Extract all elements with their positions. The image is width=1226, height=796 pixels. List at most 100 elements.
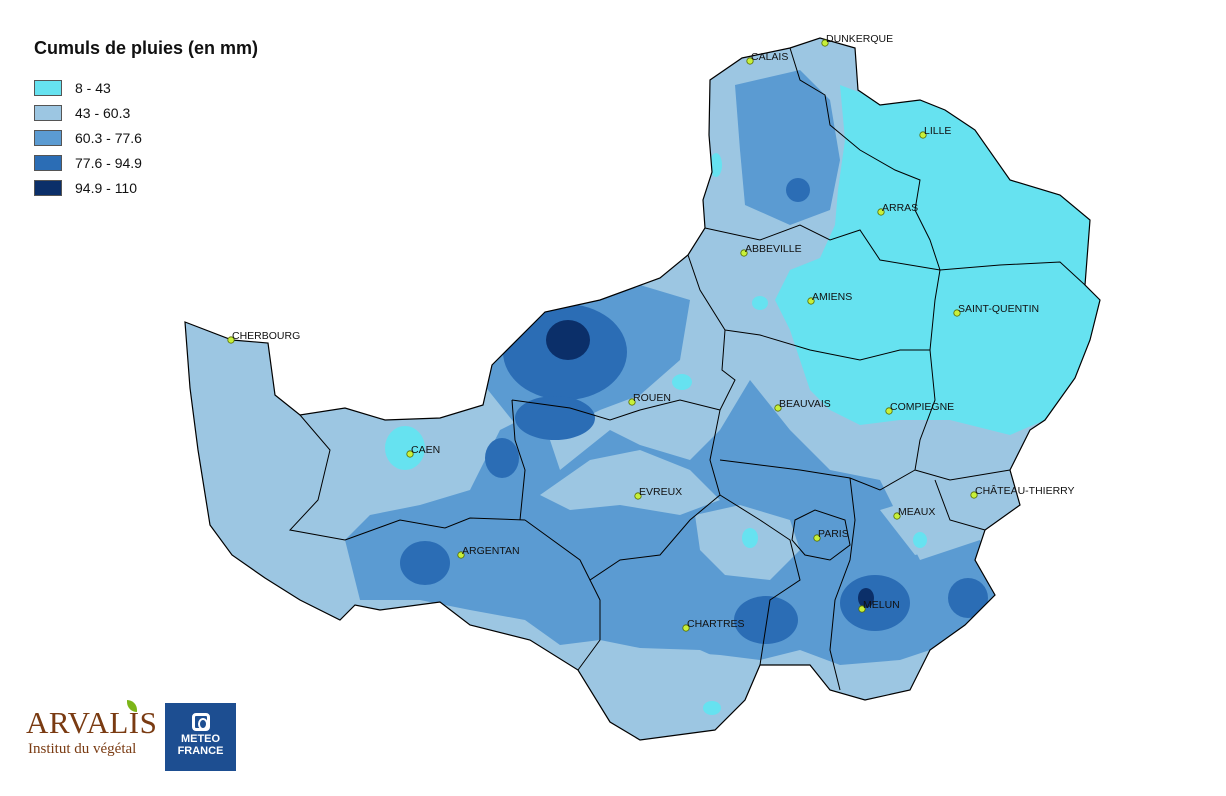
city-dunkerque: DUNKERQUE	[821, 33, 893, 47]
legend-swatch	[34, 129, 62, 146]
city-amiens: AMIENS	[807, 291, 852, 305]
city-marker	[970, 491, 978, 499]
city-marker	[807, 297, 815, 305]
city-evreux: EVREUX	[634, 486, 682, 500]
city-label: EVREUX	[639, 486, 682, 498]
city-marker	[227, 336, 235, 344]
city-marker	[877, 208, 885, 216]
border-calvados-eure	[511, 399, 526, 521]
border-pas-de-calais-nord	[789, 47, 941, 271]
city-arras: ARRAS	[877, 202, 918, 216]
city-rouen: ROUEN	[628, 392, 671, 406]
city-label: MEAUX	[898, 506, 935, 518]
city-label: ARGENTAN	[462, 545, 520, 557]
legend-swatch	[34, 154, 62, 171]
border-somme-oise	[724, 269, 941, 361]
legend-label: 43 - 60.3	[75, 104, 131, 121]
leaf-icon	[127, 700, 137, 712]
city-calais: CALAIS	[746, 51, 788, 65]
city-label: MELUN	[863, 599, 900, 611]
city-label: AMIENS	[812, 291, 852, 303]
zone-60-77-north	[735, 70, 840, 225]
legend: Cumuls de pluies (en mm) 8 - 43 43 - 60.…	[34, 38, 258, 200]
city-marker	[813, 534, 821, 542]
city-argentan: ARGENTAN	[457, 545, 520, 559]
zone-43-60-south-east	[840, 665, 920, 700]
zone-8-43-meaux	[913, 532, 927, 548]
legend-item: 60.3 - 77.6	[34, 125, 258, 150]
border-somme-pas-de-calais	[704, 224, 1086, 286]
legend-swatch	[34, 79, 62, 96]
city-chateau-thierry: CHÂTEAU-THIERRY	[970, 484, 1075, 499]
legend-item: 43 - 60.3	[34, 100, 258, 125]
city-marker	[740, 249, 748, 257]
arvalis-logo: ARVALIS Institut du végétal	[26, 700, 157, 766]
city-label: CALAIS	[751, 51, 788, 63]
city-label: COMPIEGNE	[890, 401, 954, 413]
city-marker	[634, 492, 642, 500]
zone-8-43-calais	[710, 153, 722, 177]
department-borders	[184, 37, 1101, 741]
border-oise-south	[719, 459, 916, 491]
city-marker	[893, 512, 901, 520]
border-eure-seine-maritime	[511, 399, 721, 421]
legend-label: 60.3 - 77.6	[75, 129, 142, 146]
city-abbeville: ABBEVILLE	[740, 243, 802, 257]
legend-item: 77.6 - 94.9	[34, 150, 258, 175]
legend-item: 8 - 43	[34, 75, 258, 100]
city-saint-quentin: SAINT-QUENTIN	[953, 303, 1039, 317]
legend-label: 77.6 - 94.9	[75, 154, 142, 171]
meteo-symbol-icon	[191, 713, 210, 731]
city-marker	[682, 624, 690, 632]
legend-label: 94.9 - 110	[75, 179, 138, 196]
zone-8-43-north-east	[775, 85, 1100, 435]
city-marker	[457, 551, 465, 559]
city-cherbourg: CHERBOURG	[227, 330, 300, 344]
zone-8-43-caen	[385, 426, 425, 470]
meteo-france-logo: METEO FRANCE	[165, 703, 236, 771]
zone-8-43-south	[703, 701, 721, 715]
zone-77-94-chartres	[734, 596, 798, 644]
zone-77-94-argentan	[400, 541, 450, 585]
border-seine-et-marne-east	[934, 479, 986, 531]
city-label: CHARTRES	[687, 618, 745, 630]
zone-77-94-melun	[840, 575, 910, 631]
city-marker	[406, 450, 414, 458]
border-seine-et-marne-west	[829, 477, 856, 691]
city-marker	[885, 407, 893, 415]
meteo-line-2: FRANCE	[177, 745, 224, 757]
border-yvelines-essonne	[719, 494, 801, 666]
border-eure-et-loir-south	[577, 579, 601, 671]
zone-8-43-rouen	[672, 374, 692, 390]
zone-43-60-chartres	[580, 648, 745, 738]
zone-77-94-east	[948, 578, 988, 618]
zone-8-43-abbeville	[752, 296, 768, 310]
city-label: DUNKERQUE	[826, 33, 893, 45]
city-label: CHERBOURG	[232, 330, 300, 342]
city-marker	[774, 404, 782, 412]
city-label: ARRAS	[882, 202, 918, 214]
city-label: LILLE	[924, 125, 951, 137]
city-lille: LILLE	[919, 125, 951, 139]
zone-8-43-paris	[742, 528, 758, 548]
legend-title: Cumuls de pluies (en mm)	[34, 38, 259, 58]
border-orne-eure-et-loir	[524, 494, 721, 581]
city-chartres: CHARTRES	[682, 618, 745, 632]
zone-77-94-caen	[485, 438, 519, 478]
border-paris-ring	[791, 509, 851, 561]
city-label: CAEN	[411, 444, 440, 456]
zone-94-110-seine	[546, 320, 590, 360]
city-marker	[919, 131, 927, 139]
city-label: PARIS	[818, 528, 849, 540]
zone-94-110-melun	[858, 588, 874, 608]
city-marker	[821, 39, 829, 47]
city-marker	[858, 605, 866, 613]
legend-swatch	[34, 179, 62, 196]
city-label: ABBEVILLE	[745, 243, 802, 255]
city-meaux: MEAUX	[893, 506, 935, 520]
city-marker	[628, 398, 636, 406]
zone-43-60-brie	[880, 495, 970, 555]
zone-77-94-rouen	[515, 396, 595, 440]
region-outline	[184, 37, 1101, 741]
